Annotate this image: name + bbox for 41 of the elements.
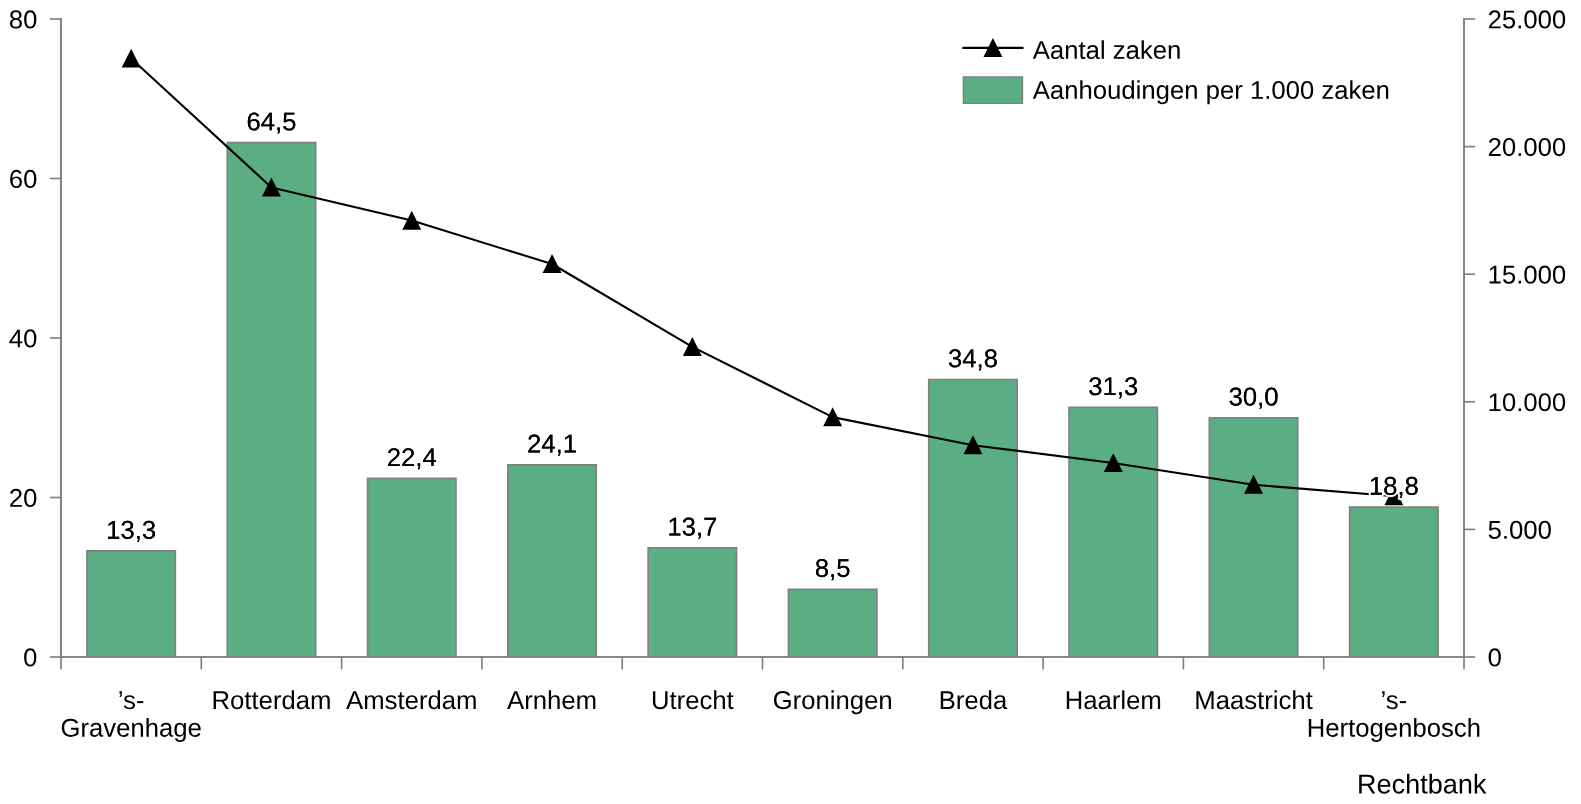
x-tick-label: Amsterdam	[346, 690, 476, 710]
point	[823, 408, 842, 427]
point	[1244, 475, 1263, 494]
data-label: 64,5	[247, 112, 296, 134]
x-tick-label: Groningen	[773, 690, 891, 715]
y2-tick-label: 20.000	[1488, 137, 1566, 157]
point	[122, 49, 141, 68]
y2-tick-label: 5.000	[1488, 520, 1551, 539]
y-tick-label: 20	[10, 488, 37, 508]
point	[543, 254, 562, 274]
y-tick-label: 0	[24, 648, 37, 667]
y-tick-label: 60	[10, 169, 37, 189]
y2-tick-label: 0	[1488, 648, 1501, 667]
data-label: 13,7	[669, 517, 717, 539]
x-tick-label: Breda	[940, 690, 1008, 710]
x-tick-label: Arnhem	[507, 690, 596, 710]
y-tick-label: 40	[9, 329, 37, 348]
x-tick-label: Haarlem	[1066, 690, 1161, 710]
legend-label: Aantal zaken	[1032, 40, 1180, 60]
y-tick-label: 80	[9, 10, 37, 29]
point	[402, 211, 421, 230]
point	[963, 436, 982, 455]
y2-tick-label: 15.000	[1489, 265, 1566, 284]
data-label: 22,4	[388, 448, 436, 470]
point	[683, 337, 702, 356]
legend-label: Aanhoudingen per 1.000 zaken	[1032, 80, 1389, 105]
point	[1104, 454, 1123, 473]
data-label: 8,5	[815, 558, 850, 581]
x-tick-label: Utrecht	[652, 690, 734, 710]
data-label: 24,1	[528, 434, 576, 456]
data-label: 30,0	[1229, 387, 1278, 409]
data-label: 34,8	[948, 349, 997, 371]
x-tick-label: ’s- Gravenhage	[61, 691, 201, 742]
point	[262, 178, 281, 197]
y2-tick-label: 25.000	[1488, 10, 1566, 29]
data-label: 18,8	[1370, 476, 1418, 499]
data-label: 13,3	[108, 520, 156, 542]
x-axis-title: Rechtbank	[1359, 773, 1487, 794]
data-label: 31,3	[1089, 377, 1138, 399]
x-tick-label: Rotterdam	[213, 690, 330, 710]
y2-tick-label: 10.000	[1489, 393, 1566, 412]
